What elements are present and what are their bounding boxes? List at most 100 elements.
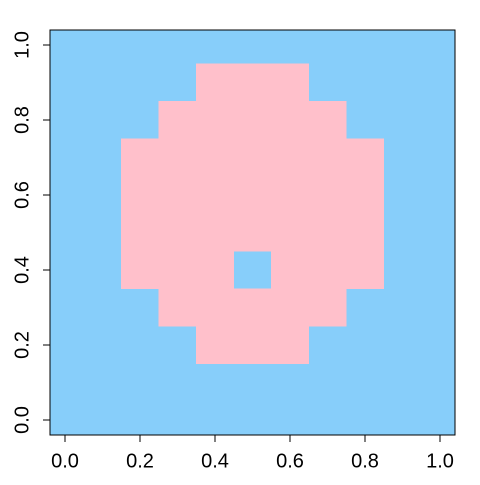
point [196, 251, 234, 289]
point [308, 63, 347, 102]
y-tick-label: 0.2 [11, 331, 33, 359]
point [50, 176, 84, 214]
point [233, 401, 272, 435]
point [121, 138, 159, 177]
point [383, 401, 422, 435]
point [233, 101, 272, 139]
point [121, 101, 159, 139]
point [83, 176, 122, 214]
point [121, 30, 159, 64]
point [158, 138, 197, 177]
y-tick-label: 0.0 [11, 406, 33, 434]
point [308, 213, 347, 252]
point [383, 63, 422, 102]
x-tick-label: 0.4 [201, 450, 229, 472]
point [233, 176, 272, 214]
point [421, 213, 455, 252]
point [121, 288, 159, 327]
point [158, 63, 197, 102]
point [50, 30, 84, 64]
point [346, 30, 384, 64]
point [50, 138, 84, 177]
point [83, 288, 122, 327]
point [158, 326, 197, 364]
point [346, 63, 384, 102]
point [308, 288, 347, 327]
point [121, 63, 159, 102]
point [196, 363, 234, 402]
point [383, 288, 422, 327]
point [83, 401, 122, 435]
y-tick-label: 0.8 [11, 106, 33, 134]
point [83, 213, 122, 252]
point [196, 288, 234, 327]
point [308, 401, 347, 435]
point [346, 363, 384, 402]
y-tick-label: 1.0 [11, 31, 33, 59]
point [346, 288, 384, 327]
point [383, 138, 422, 177]
point [308, 326, 347, 364]
point [196, 63, 234, 102]
plot-box [49, 29, 456, 436]
point [83, 363, 122, 402]
x-tick-label: 1.0 [426, 450, 454, 472]
point [383, 30, 422, 64]
point [196, 101, 234, 139]
point [196, 213, 234, 252]
point [308, 138, 347, 177]
point [421, 288, 455, 327]
point [50, 251, 84, 289]
point [383, 101, 422, 139]
point [233, 288, 272, 327]
point [346, 251, 384, 289]
point [308, 176, 347, 214]
x-tick-label: 0.2 [126, 450, 154, 472]
point [83, 326, 122, 364]
point [421, 326, 455, 364]
point [196, 176, 234, 214]
point [271, 63, 309, 102]
point [50, 288, 84, 327]
point [346, 101, 384, 139]
point [158, 30, 197, 64]
plot-area [50, 30, 455, 435]
x-tick-label: 0.8 [351, 450, 379, 472]
point [383, 363, 422, 402]
y-tick-label: 0.6 [11, 181, 33, 209]
point [233, 213, 272, 252]
point [233, 63, 272, 102]
point [83, 63, 122, 102]
point [50, 401, 84, 435]
point [346, 326, 384, 364]
point [271, 288, 309, 327]
point [158, 363, 197, 402]
point [83, 30, 122, 64]
point [346, 176, 384, 214]
point [421, 363, 455, 402]
point [121, 401, 159, 435]
point [83, 251, 122, 289]
point [308, 251, 347, 289]
point [233, 326, 272, 364]
point [121, 363, 159, 402]
point [121, 326, 159, 364]
point [158, 288, 197, 327]
point [308, 363, 347, 402]
point [158, 176, 197, 214]
point [50, 63, 84, 102]
point [233, 251, 272, 289]
point [158, 101, 197, 139]
point [271, 401, 309, 435]
point [271, 101, 309, 139]
point [121, 213, 159, 252]
point [50, 213, 84, 252]
point [271, 213, 309, 252]
point [421, 176, 455, 214]
point [271, 30, 309, 64]
point [50, 101, 84, 139]
point [196, 326, 234, 364]
point [383, 213, 422, 252]
point [83, 138, 122, 177]
